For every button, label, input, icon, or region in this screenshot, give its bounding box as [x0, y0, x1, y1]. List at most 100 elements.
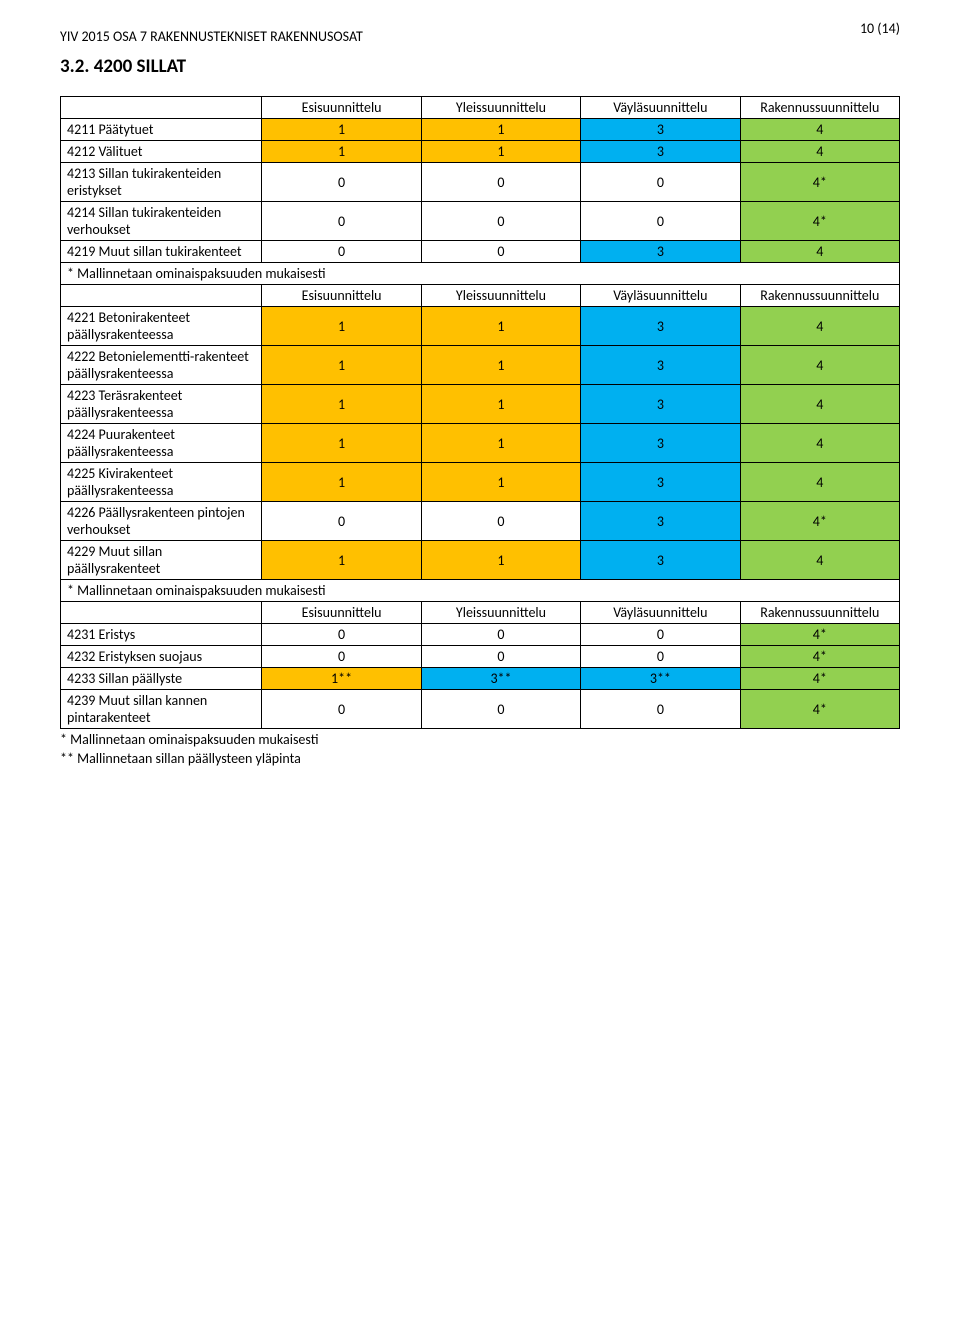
value-cell: 0 [421, 502, 580, 541]
footnote: * Mallinnetaan ominaispaksuuden mukaises… [60, 731, 900, 748]
row-label: 4239 Muut sillan kannen pintarakenteet [61, 690, 262, 729]
row-label: 4212 Välituet [61, 141, 262, 163]
value-cell: 1 [262, 424, 421, 463]
value-cell: 4* [740, 668, 899, 690]
value-cell: 3 [581, 463, 740, 502]
value-cell: 0 [262, 624, 421, 646]
value-cell: 1 [421, 119, 580, 141]
value-cell: 3 [581, 141, 740, 163]
col-header-vay: Väyläsuunnittelu [581, 285, 740, 307]
col-header-rak: Rakennussuunnittelu [740, 97, 899, 119]
value-cell: 3 [581, 241, 740, 263]
row-label: 4224 Puurakenteet päällysrakenteessa [61, 424, 262, 463]
header-blank [61, 285, 262, 307]
col-header-rak: Rakennussuunnittelu [740, 285, 899, 307]
col-header-esi: Esisuunnittelu [262, 97, 421, 119]
row-label: 4221 Betonirakenteet päällysrakenteessa [61, 307, 262, 346]
value-cell: 1 [421, 307, 580, 346]
value-cell: 0 [581, 624, 740, 646]
value-cell: 0 [421, 624, 580, 646]
value-cell: 3 [581, 502, 740, 541]
value-cell: 1 [421, 346, 580, 385]
value-cell: 4* [740, 502, 899, 541]
value-cell: 1 [262, 307, 421, 346]
value-cell: 3 [581, 307, 740, 346]
value-cell: 0 [262, 646, 421, 668]
value-cell: 0 [262, 690, 421, 729]
value-cell: 1 [262, 541, 421, 580]
value-cell: 1 [421, 424, 580, 463]
row-label: 4213 Sillan tukirakenteiden eristykset [61, 163, 262, 202]
value-cell: 1 [262, 463, 421, 502]
value-cell: 4 [740, 241, 899, 263]
sillat-table: EsisuunnitteluYleissuunnitteluVäyläsuunn… [60, 96, 900, 729]
value-cell: 4 [740, 541, 899, 580]
value-cell: 0 [421, 163, 580, 202]
value-cell: 0 [262, 241, 421, 263]
value-cell: 1 [421, 141, 580, 163]
value-cell: 0 [581, 646, 740, 668]
value-cell: 1 [262, 119, 421, 141]
value-cell: 0 [581, 202, 740, 241]
value-cell: 4 [740, 463, 899, 502]
page-number: 10 (14) [860, 20, 900, 37]
value-cell: 4* [740, 646, 899, 668]
value-cell: 1 [421, 385, 580, 424]
row-label: 4226 Päällysrakenteen pintojen verhoukse… [61, 502, 262, 541]
value-cell: 0 [421, 202, 580, 241]
col-header-yle: Yleissuunnittelu [421, 285, 580, 307]
col-header-esi: Esisuunnittelu [262, 285, 421, 307]
value-cell: 4* [740, 202, 899, 241]
row-label: 4214 Sillan tukirakenteiden verhoukset [61, 202, 262, 241]
value-cell: 4 [740, 346, 899, 385]
row-label: 4232 Eristyksen suojaus [61, 646, 262, 668]
value-cell: 0 [262, 502, 421, 541]
row-label: 4223 Teräsrakenteet päällysrakenteessa [61, 385, 262, 424]
doc-title: YIV 2015 OSA 7 RAKENNUSTEKNISET RAKENNUS… [60, 28, 900, 45]
section-heading: 3.2. 4200 SILLAT [60, 55, 900, 78]
value-cell: 4* [740, 690, 899, 729]
value-cell: 3 [581, 385, 740, 424]
value-cell: 0 [581, 163, 740, 202]
note-row: * Mallinnetaan ominaispaksuuden mukaises… [61, 263, 900, 285]
value-cell: 3 [581, 119, 740, 141]
value-cell: 4 [740, 424, 899, 463]
value-cell: 0 [262, 163, 421, 202]
header-blank [61, 97, 262, 119]
value-cell: 4* [740, 624, 899, 646]
col-header-vay: Väyläsuunnittelu [581, 602, 740, 624]
value-cell: 0 [421, 646, 580, 668]
value-cell: 1 [262, 346, 421, 385]
value-cell: 4 [740, 307, 899, 346]
row-label: 4225 Kivirakenteet päällysrakenteessa [61, 463, 262, 502]
row-label: 4231 Eristys [61, 624, 262, 646]
header-blank [61, 602, 262, 624]
value-cell: 4* [740, 163, 899, 202]
value-cell: 3 [581, 424, 740, 463]
col-header-yle: Yleissuunnittelu [421, 97, 580, 119]
value-cell: 3 [581, 346, 740, 385]
row-label: 4233 Sillan päällyste [61, 668, 262, 690]
value-cell: 1 [421, 541, 580, 580]
value-cell: 0 [421, 241, 580, 263]
value-cell: 1 [262, 141, 421, 163]
col-header-esi: Esisuunnittelu [262, 602, 421, 624]
row-label: 4211 Päätytuet [61, 119, 262, 141]
value-cell: 1 [421, 463, 580, 502]
value-cell: 0 [262, 202, 421, 241]
value-cell: 4 [740, 141, 899, 163]
value-cell: 3** [421, 668, 580, 690]
value-cell: 4 [740, 385, 899, 424]
row-label: 4222 Betonielementti-rakenteet päällysra… [61, 346, 262, 385]
row-label: 4229 Muut sillan päällysrakenteet [61, 541, 262, 580]
value-cell: 3 [581, 541, 740, 580]
col-header-yle: Yleissuunnittelu [421, 602, 580, 624]
footnote: ** Mallinnetaan sillan päällysteen yläpi… [60, 750, 900, 767]
value-cell: 0 [421, 690, 580, 729]
row-label: 4219 Muut sillan tukirakenteet [61, 241, 262, 263]
note-row: * Mallinnetaan ominaispaksuuden mukaises… [61, 580, 900, 602]
value-cell: 4 [740, 119, 899, 141]
col-header-vay: Väyläsuunnittelu [581, 97, 740, 119]
value-cell: 0 [581, 690, 740, 729]
value-cell: 1** [262, 668, 421, 690]
